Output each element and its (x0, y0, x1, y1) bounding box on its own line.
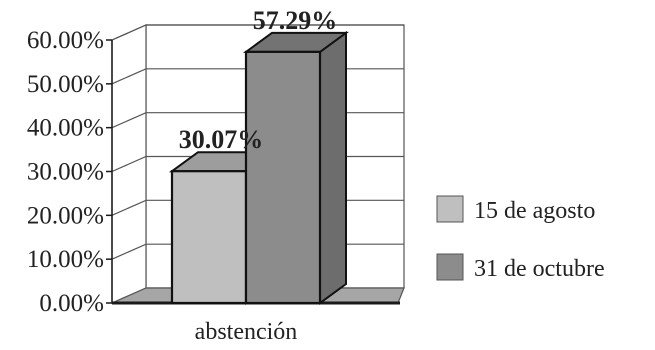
legend: 15 de agosto 31 de octubre (436, 195, 605, 282)
category-label: abstención (195, 319, 298, 345)
data-labels: 30.07% 57.29% (179, 6, 338, 154)
bar-side-face (319, 30, 347, 305)
legend-swatch (436, 195, 464, 223)
y-tick-label: 0.00% (39, 290, 104, 317)
bar-31-de-octubre (242, 30, 350, 305)
legend-item: 31 de octubre (436, 253, 605, 282)
gridline (111, 24, 404, 41)
bar-front-face (244, 50, 322, 305)
y-tick-label: 20.00% (27, 202, 104, 229)
y-tick-label: 60.00% (27, 27, 104, 54)
bar-series-group (168, 30, 350, 305)
y-tick-label: 50.00% (27, 71, 104, 98)
y-tick-label: 40.00% (27, 115, 104, 142)
legend-swatch (436, 253, 464, 281)
x-axis-category-labels: abstención (195, 319, 298, 345)
legend-label: 15 de agosto (474, 198, 595, 224)
legend-label: 31 de octubre (474, 256, 605, 282)
bar-front-face (170, 170, 248, 305)
y-tick-label: 10.00% (27, 246, 104, 273)
y-tick-label: 30.00% (27, 159, 104, 186)
y-axis-tick-labels: 0.00% 10.00% 20.00% 30.00% 40.00% 50.00% 60.00… (27, 27, 104, 317)
data-label: 57.29% (253, 6, 338, 35)
data-label: 30.07% (179, 125, 264, 154)
legend-item: 15 de agosto (436, 195, 595, 224)
